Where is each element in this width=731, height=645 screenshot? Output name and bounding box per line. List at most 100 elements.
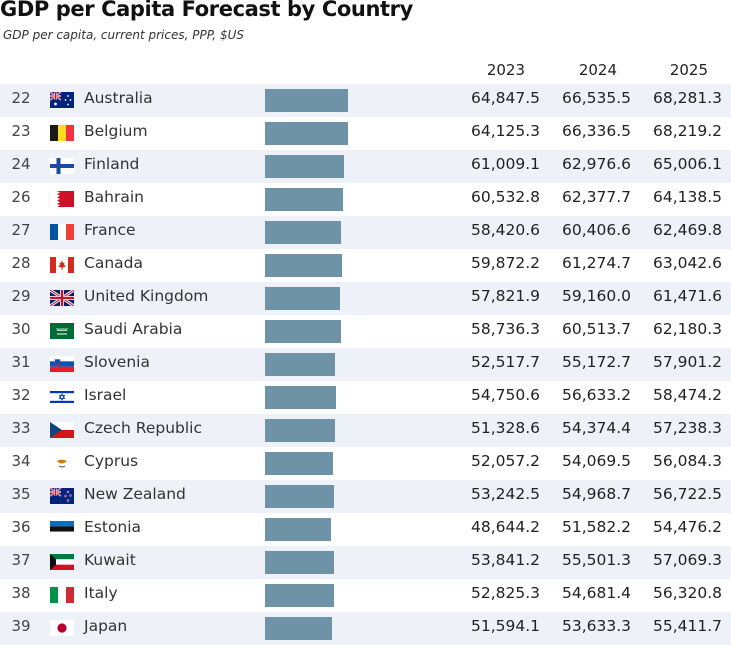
country-label: Estonia bbox=[84, 518, 142, 536]
country-label: Bahrain bbox=[84, 188, 144, 206]
country-label: Israel bbox=[84, 386, 127, 404]
value-cell-2025: 61,471.6 bbox=[652, 287, 722, 305]
value-cell-2024: 55,172.7 bbox=[561, 353, 631, 371]
value-cell-2023: 52,517.7 bbox=[470, 353, 540, 371]
value-bar bbox=[265, 518, 332, 541]
value-bar bbox=[265, 485, 334, 508]
value-cell-2025: 58,474.2 bbox=[652, 386, 722, 404]
country-label: Italy bbox=[84, 584, 118, 602]
value-bar bbox=[265, 617, 333, 640]
value-cell-2025: 56,722.5 bbox=[652, 485, 722, 503]
rank-label: 22 bbox=[11, 89, 31, 107]
value-cell-2023: 51,328.6 bbox=[470, 419, 540, 437]
value-cell-2024: 51,582.2 bbox=[561, 518, 631, 536]
saudi-arabia-flag-icon bbox=[50, 323, 74, 339]
finland-flag-icon bbox=[50, 158, 74, 174]
value-cell-2025: 57,238.3 bbox=[652, 419, 722, 437]
country-label: New Zealand bbox=[84, 485, 186, 503]
canada-flag-icon bbox=[50, 257, 74, 273]
country-label: Slovenia bbox=[84, 353, 150, 371]
chart-subtitle: GDP per capita, current prices, PPP, $US bbox=[3, 28, 244, 42]
value-cell-2025: 56,084.3 bbox=[652, 452, 722, 470]
rank-label: 35 bbox=[11, 485, 31, 503]
rank-label: 34 bbox=[11, 452, 31, 470]
rank-label: 32 bbox=[11, 386, 31, 404]
table-row: 22 Australia 64,847.5 66,535.5 68,281.3 bbox=[0, 84, 731, 117]
rank-label: 38 bbox=[11, 584, 31, 602]
value-cell-2024: 56,633.2 bbox=[561, 386, 631, 404]
value-cell-2024: 53,633.3 bbox=[561, 617, 631, 635]
country-label: Cyprus bbox=[84, 452, 139, 470]
czech-flag-icon bbox=[50, 422, 74, 438]
country-label: France bbox=[84, 221, 136, 239]
country-label: Australia bbox=[84, 89, 153, 107]
rank-label: 39 bbox=[11, 617, 31, 635]
table-row: 23 Belgium 64,125.3 66,336.5 68,219.2 bbox=[0, 117, 731, 150]
country-label: Finland bbox=[84, 155, 140, 173]
country-label: United Kingdom bbox=[84, 287, 209, 305]
value-cell-2023: 64,125.3 bbox=[470, 122, 540, 140]
value-cell-2024: 62,377.7 bbox=[561, 188, 631, 206]
value-cell-2024: 62,976.6 bbox=[561, 155, 631, 173]
column-header-2025: 2025 bbox=[669, 61, 708, 79]
value-cell-2025: 63,042.6 bbox=[652, 254, 722, 272]
value-cell-2023: 57,821.9 bbox=[470, 287, 540, 305]
value-bar bbox=[265, 386, 337, 409]
rank-label: 37 bbox=[11, 551, 31, 569]
table-row: 33 Czech Republic 51,328.6 54,374.4 57,238.3 bbox=[0, 414, 731, 447]
table-row: 26 Bahrain 60,532.8 62,377.7 64,138.5 bbox=[0, 183, 731, 216]
value-bar bbox=[265, 221, 341, 244]
value-bar bbox=[265, 353, 336, 376]
value-cell-2025: 56,320.8 bbox=[652, 584, 722, 602]
value-bar bbox=[265, 287, 340, 310]
value-cell-2024: 54,968.7 bbox=[561, 485, 631, 503]
column-header-2024: 2024 bbox=[578, 61, 617, 79]
value-cell-2024: 60,513.7 bbox=[561, 320, 631, 338]
value-cell-2023: 52,057.2 bbox=[470, 452, 540, 470]
value-cell-2025: 68,281.3 bbox=[652, 89, 722, 107]
value-bar bbox=[265, 320, 341, 343]
value-bar bbox=[265, 584, 334, 607]
rank-label: 30 bbox=[11, 320, 31, 338]
value-cell-2025: 54,476.2 bbox=[652, 518, 722, 536]
table-row: 36 Estonia 48,644.2 51,582.2 54,476.2 bbox=[0, 513, 731, 546]
table-row: 32 Israel 54,750.6 56,633.2 58,474.2 bbox=[0, 381, 731, 414]
value-cell-2025: 62,180.3 bbox=[652, 320, 722, 338]
country-label: Japan bbox=[84, 617, 128, 635]
value-cell-2025: 57,901.2 bbox=[652, 353, 722, 371]
value-cell-2024: 55,501.3 bbox=[561, 551, 631, 569]
value-cell-2023: 48,644.2 bbox=[470, 518, 540, 536]
table-row: 27 France 58,420.6 60,406.6 62,469.8 bbox=[0, 216, 731, 249]
value-cell-2023: 53,242.5 bbox=[470, 485, 540, 503]
table-row: 35 New Zealand 53,242.5 54,968.7 56,722.5 bbox=[0, 480, 731, 513]
value-cell-2025: 62,469.8 bbox=[652, 221, 722, 239]
country-label: Czech Republic bbox=[84, 419, 203, 437]
table-row: 31 Slovenia 52,517.7 55,172.7 57,901.2 bbox=[0, 348, 731, 381]
new-zealand-flag-icon bbox=[50, 488, 74, 504]
table-row: 37 Kuwait 53,841.2 55,501.3 57,069.3 bbox=[0, 546, 731, 579]
value-cell-2024: 60,406.6 bbox=[561, 221, 631, 239]
country-label: Saudi Arabia bbox=[84, 320, 183, 338]
value-cell-2023: 64,847.5 bbox=[470, 89, 540, 107]
value-cell-2023: 52,825.3 bbox=[470, 584, 540, 602]
estonia-flag-icon bbox=[50, 521, 74, 537]
value-cell-2023: 58,736.3 bbox=[470, 320, 540, 338]
table-row: 38 Italy 52,825.3 54,681.4 56,320.8 bbox=[0, 579, 731, 612]
value-bar bbox=[265, 452, 334, 475]
rank-label: 24 bbox=[11, 155, 31, 173]
value-cell-2024: 61,274.7 bbox=[561, 254, 631, 272]
value-bar bbox=[265, 254, 342, 277]
country-label: Belgium bbox=[84, 122, 148, 140]
value-cell-2023: 61,009.1 bbox=[470, 155, 540, 173]
chart-title: GDP per Capita Forecast by Country bbox=[0, 0, 413, 21]
value-bar bbox=[265, 188, 343, 211]
italy-flag-icon bbox=[50, 587, 74, 603]
value-bar bbox=[265, 419, 335, 442]
rank-label: 31 bbox=[11, 353, 31, 371]
value-cell-2024: 54,069.5 bbox=[561, 452, 631, 470]
table-row: 39 Japan 51,594.1 53,633.3 55,411.7 bbox=[0, 612, 731, 645]
table-row: 29 United Kingdom 57,821.9 59,160.0 61,471.6 bbox=[0, 282, 731, 315]
rank-label: 26 bbox=[11, 188, 31, 206]
belgium-flag-icon bbox=[50, 125, 74, 141]
value-cell-2025: 65,006.1 bbox=[652, 155, 722, 173]
